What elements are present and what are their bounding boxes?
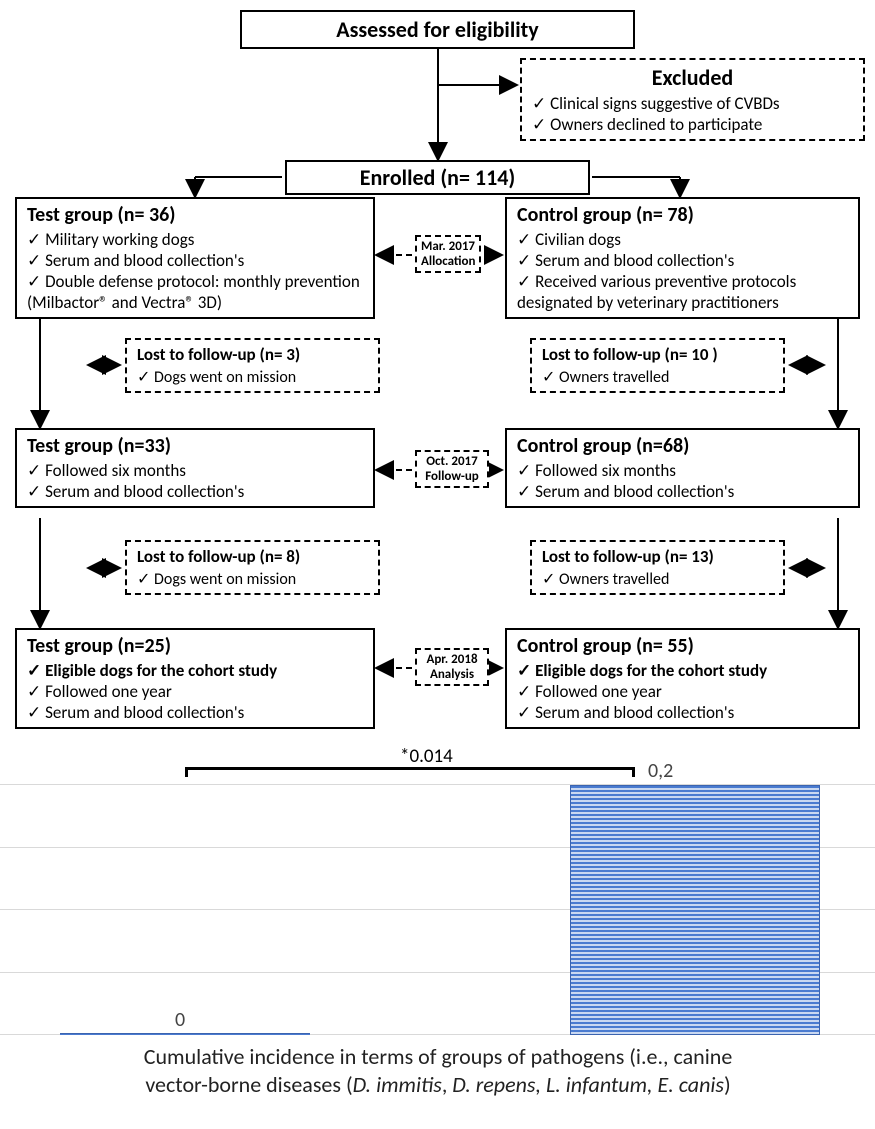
list-item: Civilian dogs [517,229,848,250]
caption-line2a: vector-borne diseases ( [145,1071,352,1098]
list-item: Dogs went on mission [137,569,368,589]
test1-title: Test group (n= 36) [27,203,363,227]
control2-list: Followed six months Serum and blood coll… [517,460,848,502]
list-item: Serum and blood collection's [517,250,848,271]
chart-caption: Cumulative incidence in terms of groups … [48,1043,828,1098]
followup-date: Oct. 2017 [421,454,483,469]
allocation-date: Mar. 2017 [421,239,475,254]
list-item: Owners travelled [542,367,773,387]
list-item: Dogs went on mission [137,367,368,387]
list-item: Serum and blood collection's [517,702,848,723]
lost-ctrl2-title: Lost to follow-up (n= 13) [542,546,773,567]
excluded-list: Clinical signs suggestive of CVBDs Owner… [532,93,853,135]
lost-test2-title: Lost to follow-up (n= 8) [137,546,368,567]
test3-title: Test group (n=25) [27,634,363,658]
bar-chart: 0 0,2 *0.014 Cumulative incidence in ter… [0,785,875,1035]
box-eligibility: Assessed for eligibility [240,10,635,49]
list-item: Military working dogs [27,229,363,250]
analysis-label: Analysis [421,667,483,682]
list-item: Followed one year [517,681,848,702]
tag-analysis: Apr. 2018 Analysis [415,648,489,686]
list-item: Owners travelled [542,569,773,589]
control3-title: Control group (n= 55) [517,634,848,658]
list-item-bold: Eligible dogs for the cohort study [27,660,363,681]
box-lost-test-2: Lost to follow-up (n= 8) Dogs went on mi… [125,540,380,595]
box-excluded: Excluded Clinical signs suggestive of CV… [520,58,865,141]
list-item: Serum and blood collection's [27,702,363,723]
figure-canvas: Assessed for eligibility Excluded Clinic… [0,0,875,1129]
control1-title: Control group (n= 78) [517,203,848,227]
significance-tick-left [185,767,188,777]
test2-title: Test group (n=33) [27,434,363,458]
analysis-date: Apr. 2018 [421,652,483,667]
control1-list: Civilian dogs Serum and blood collection… [517,229,848,313]
bar-control-group [570,785,820,1035]
lost-ctrl2-list: Owners travelled [542,569,773,589]
list-item: Serum and blood collection's [517,481,848,502]
eligibility-title: Assessed for eligibility [336,16,538,43]
tag-allocation: Mar. 2017 Allocation [415,235,481,273]
significance-tick-right [632,767,635,777]
list-item: Received various preventive protocols de… [517,271,848,313]
box-test-group-3: Test group (n=25) Eligible dogs for the … [15,628,375,729]
box-test-group-2: Test group (n=33) Followed six months Se… [15,428,375,508]
box-control-group-1: Control group (n= 78) Civilian dogs Seru… [505,197,860,319]
excluded-item: Owners declined to participate [532,114,853,135]
list-item: Followed one year [27,681,363,702]
lost-ctrl1-title: Lost to follow-up (n= 10 ) [542,344,773,365]
box-lost-control-1: Lost to follow-up (n= 10 ) Owners travel… [530,338,785,393]
caption-line1: Cumulative incidence in terms of groups … [144,1043,733,1070]
box-lost-test-1: Lost to follow-up (n= 3) Dogs went on mi… [125,338,380,393]
significance-label: *0.014 [400,745,453,768]
control2-title: Control group (n=68) [517,434,848,458]
chart-plot-area: 0 0,2 *0.014 [0,785,875,1035]
list-item-bold: Eligible dogs for the cohort study [517,660,848,681]
box-enrolled: Enrolled (n= 114) [285,160,590,195]
caption-line2e: ) [724,1071,731,1098]
box-control-group-3: Control group (n= 55) Eligible dogs for … [505,628,860,729]
box-lost-control-2: Lost to follow-up (n= 13) Owners travell… [530,540,785,595]
bar-fill [60,1033,310,1035]
test2-list: Followed six months Serum and blood coll… [27,460,363,502]
list-item: Followed six months [27,460,363,481]
excluded-item: Clinical signs suggestive of CVBDs [532,93,853,114]
bar-label-1: 0,2 [648,759,673,783]
allocation-label: Allocation [421,254,475,269]
lost-test1-list: Dogs went on mission [137,367,368,387]
excluded-title: Excluded [532,64,853,91]
lost-ctrl1-list: Owners travelled [542,367,773,387]
caption-species-rest: D. repens, L. infantum, E. canis [452,1071,724,1098]
caption-species-1: D. immitis [353,1071,442,1098]
control3-list: Eligible dogs for the cohort study Follo… [517,660,848,723]
bar-test-group [60,1033,310,1035]
enrolled-title: Enrolled (n= 114) [360,164,515,191]
test3-list: Eligible dogs for the cohort study Follo… [27,660,363,723]
box-test-group-1: Test group (n= 36) Military working dogs… [15,197,375,319]
followup-label: Follow-up [421,469,483,484]
list-item: Double defense protocol: monthly prevent… [27,271,363,313]
lost-test2-list: Dogs went on mission [137,569,368,589]
list-item: Serum and blood collection's [27,481,363,502]
lost-test1-title: Lost to follow-up (n= 3) [137,344,368,365]
box-control-group-2: Control group (n=68) Followed six months… [505,428,860,508]
caption-line2c: , [442,1071,452,1098]
bar-label-0: 0 [175,1008,185,1032]
test1-list: Military working dogs Serum and blood co… [27,229,363,313]
bar-fill [570,785,820,1035]
tag-followup: Oct. 2017 Follow-up [415,450,489,488]
list-item: Followed six months [517,460,848,481]
list-item: Serum and blood collection's [27,250,363,271]
